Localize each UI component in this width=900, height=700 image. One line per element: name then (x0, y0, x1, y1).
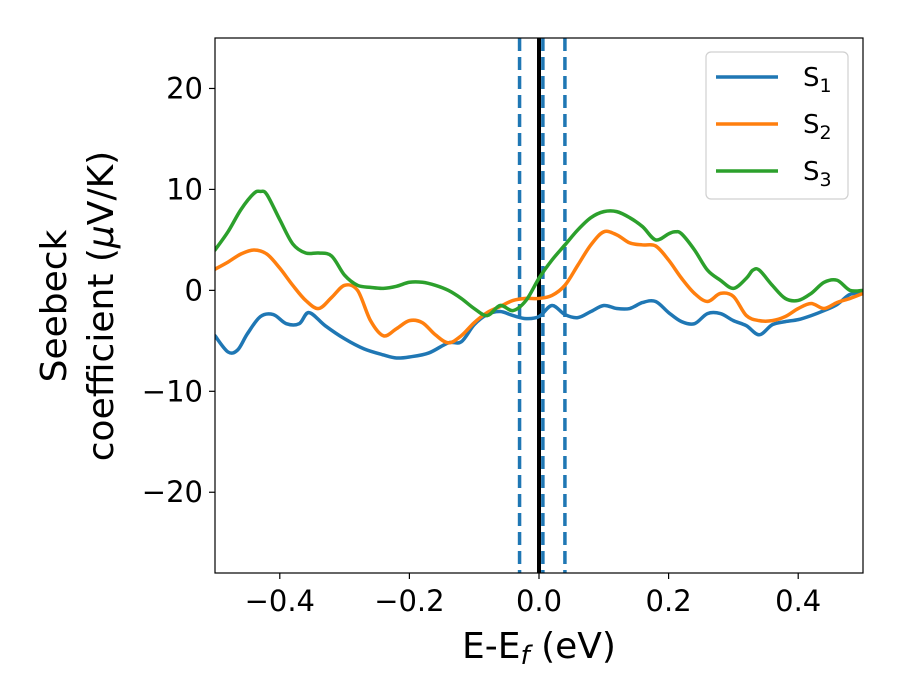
legend-label: S3 (803, 157, 832, 191)
y-axis-label-line1: Seebeck (34, 229, 75, 382)
y-tick-label: −10 (142, 374, 203, 408)
y-axis-label-mu: μ (81, 225, 122, 249)
legend-label: S2 (803, 110, 832, 144)
x-tick-label: 0.2 (646, 584, 692, 618)
y-axis-label-text: coefficient ( (81, 248, 122, 461)
series-line-s3 (215, 189, 863, 318)
x-tick-label: −0.2 (374, 584, 444, 618)
x-axis-label-unit: (eV) (530, 626, 616, 667)
series-layer (215, 189, 863, 360)
y-tick-label: 0 (185, 273, 203, 307)
y-tick-label: −20 (142, 475, 203, 509)
y-tick-label: 10 (166, 172, 203, 206)
legend-label: S1 (803, 63, 832, 97)
y-axis-label-unit: V/K) (81, 151, 122, 225)
x-tick-label: 0.0 (516, 584, 562, 618)
x-axis-label: E-Ef (eV) (462, 626, 616, 671)
series-line-s1 (215, 291, 863, 360)
legend-item-s2: S2 (716, 110, 832, 144)
legend-item-s1: S1 (716, 63, 832, 97)
y-axis-label-line2: coefficient (μV/K) (81, 151, 122, 461)
x-axis-label-main: E-E (462, 626, 520, 667)
x-tick-label: 0.4 (775, 584, 821, 618)
reference-vlines (517, 38, 567, 573)
y-tick-label: 20 (166, 71, 203, 105)
legend: S1 S2 S3 (705, 51, 849, 200)
series-line-s2 (215, 229, 863, 345)
x-tick-label: −0.4 (245, 584, 315, 618)
ticks-layer: −0.4 −0.2 0.0 0.2 0.4 −20 −10 0 10 20 (142, 71, 821, 618)
legend-item-s3: S3 (716, 157, 832, 191)
